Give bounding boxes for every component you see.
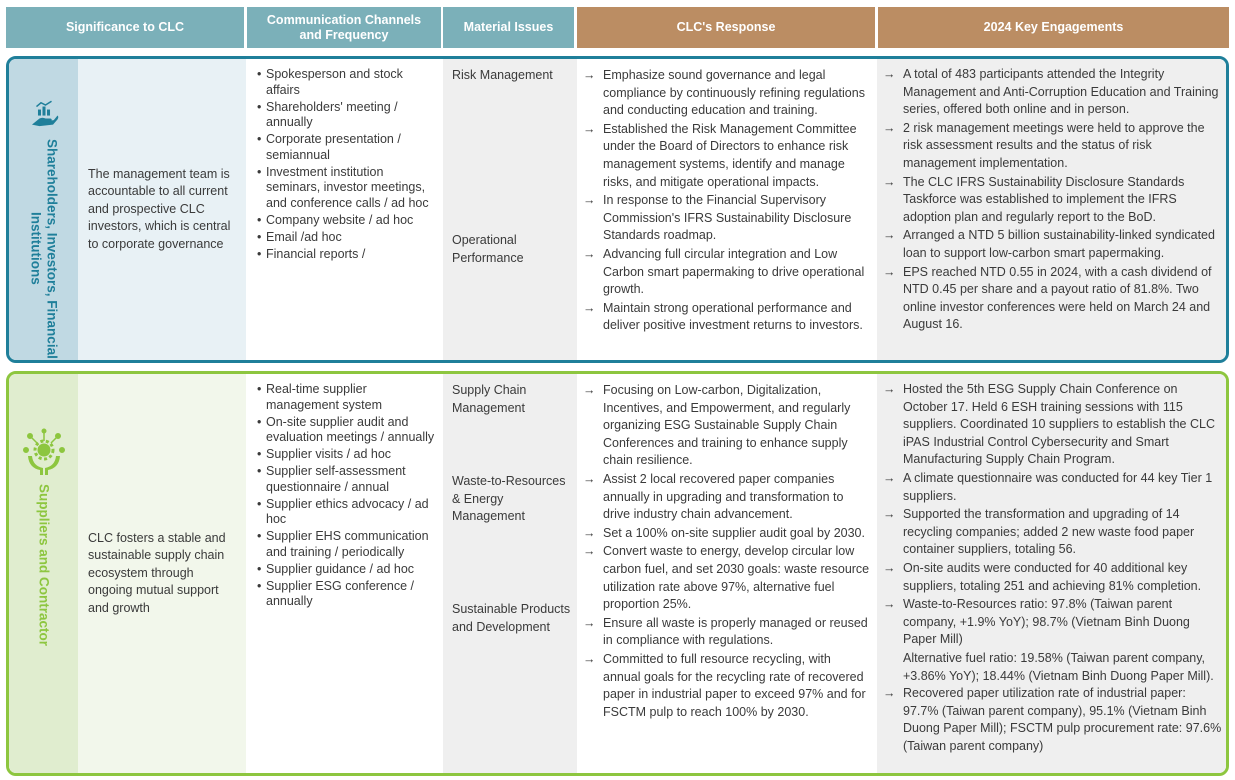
stakeholder-row-suppliers: Suppliers and Contractor CLC fosters a s…	[6, 371, 1229, 776]
arrow-icon: →	[583, 300, 596, 315]
response-item: → Advancing full circular integration and…	[583, 246, 865, 297]
significance-text: The management team is accountable to al…	[78, 59, 246, 360]
arrow-icon: →	[883, 560, 896, 575]
issue-item: Operational Performance	[452, 233, 524, 265]
channel-item: Supplier visits / ad hoc	[257, 447, 437, 463]
material-issues: Supply Chain Management Waste-to-Resourc…	[443, 374, 577, 773]
header-significance: Significance to CLC	[6, 7, 244, 48]
engagement-item: → The CLC IFRS Sustainability Disclosure …	[883, 174, 1185, 224]
arrow-icon: →	[583, 525, 596, 540]
header-issues: Material Issues	[443, 7, 574, 48]
engagement-note: Alternative fuel ratio: 19.58% (Taiwan p…	[903, 650, 1214, 683]
stakeholder-name: Suppliers and Contractor	[36, 484, 52, 647]
engagement-item: → On-site audits were conducted for 40 ad…	[883, 560, 1202, 593]
arrow-icon: →	[583, 383, 596, 397]
header-response: CLC's Response	[577, 7, 875, 48]
arrow-icon: →	[883, 174, 896, 189]
issue-item: Risk Management	[452, 68, 553, 82]
response-item: → Emphasize sound governance and legal co…	[583, 68, 865, 118]
channel-item: On-site supplier audit and evaluation me…	[257, 415, 437, 446]
channel-item: Investment institution seminars, investo…	[257, 165, 437, 212]
stakeholder-band: Shareholders, Investors, Financial Insti…	[9, 59, 78, 360]
material-issues: Risk Management Operational Performance	[443, 59, 577, 360]
stakeholder-row-shareholders: Shareholders, Investors, Financial Insti…	[6, 56, 1229, 363]
channel-item: Corporate presentation / semiannual	[257, 132, 437, 163]
channel-item: Supplier ESG conference / annually	[257, 579, 437, 610]
response-item: → In response to the Financial Supervisor…	[583, 193, 852, 243]
channel-item: Supplier self-assessment questionnaire /…	[257, 464, 437, 495]
channels-list: Real-time supplier management system On-…	[246, 374, 443, 773]
response-list: → Emphasize sound governance and legal co…	[577, 59, 877, 360]
response-item: → Focusing on Low-carbon, Digitalization,…	[583, 383, 851, 468]
response-item: → Maintain strong operational performance…	[583, 300, 863, 333]
channels-list: Spokesperson and stock affairs Sharehold…	[246, 59, 443, 360]
channel-item: Company website / ad hoc	[257, 213, 437, 229]
arrow-icon: →	[883, 67, 896, 81]
channel-item: Supplier EHS communication and training …	[257, 529, 437, 560]
arrow-icon: →	[883, 264, 896, 279]
arrow-icon: →	[883, 382, 896, 396]
engagement-item: → Recovered paper utilization rate of ind…	[883, 686, 1222, 753]
channel-item: Spokesperson and stock affairs	[257, 67, 437, 98]
arrow-icon: →	[883, 686, 896, 701]
arrow-icon: →	[883, 120, 896, 135]
engagements-list: → Hosted the 5th ESG Supply Chain Confere…	[877, 374, 1226, 773]
arrow-icon: →	[583, 193, 596, 208]
channel-item: Real-time supplier management system	[257, 382, 437, 413]
arrow-icon: →	[883, 507, 896, 522]
engagement-item: → Hosted the 5th ESG Supply Chain Confere…	[883, 382, 1215, 467]
channel-item: Shareholders' meeting / annually	[257, 100, 437, 131]
engagement-item: → Supported the transformation and upgrad…	[883, 507, 1195, 557]
arrow-icon: →	[583, 471, 596, 486]
header-engagements: 2024 Key Engagements	[878, 7, 1229, 48]
channel-item: Supplier guidance / ad hoc	[257, 562, 437, 578]
response-item: → Assist 2 local recovered paper companie…	[583, 471, 844, 522]
arrow-icon: →	[883, 597, 896, 612]
response-item: → Convert waste to energy, develop circul…	[583, 544, 870, 612]
hands-gear-network-icon	[22, 428, 65, 475]
stakeholder-name: Shareholders, Investors, Financial Insti…	[28, 138, 60, 359]
arrow-icon: →	[583, 615, 596, 630]
arrow-icon: →	[583, 246, 596, 261]
response-item: → Set a 100% on-site supplier audit goal …	[583, 525, 871, 543]
channel-item: Supplier ethics advocacy / ad hoc	[257, 497, 437, 528]
significance-text: CLC fosters a stable and sustainable sup…	[78, 374, 246, 773]
arrow-icon: →	[583, 121, 596, 136]
channel-item: Email /ad hoc	[257, 230, 437, 246]
hand-chart-icon	[31, 100, 58, 127]
engagement-item: → A total of 483 participants attended th…	[883, 67, 1219, 117]
issue-item: Sustainable Products and Development	[452, 602, 571, 634]
arrow-icon: →	[883, 228, 896, 243]
issue-item: Waste-to-Resources & Energy Management	[452, 474, 566, 524]
stakeholder-band: Suppliers and Contractor	[9, 374, 78, 773]
arrow-icon: →	[583, 544, 596, 559]
arrow-icon: →	[883, 470, 896, 485]
channel-item: Financial reports /	[257, 247, 437, 263]
header-channels: Communication Channels and Frequency	[247, 7, 441, 48]
engagement-item: → Waste-to-Resources ratio: 97.8% (Taiwan…	[883, 597, 1190, 647]
engagements-list: → A total of 483 participants attended th…	[877, 59, 1226, 360]
arrow-icon: →	[583, 651, 596, 666]
response-item: → Established the Risk Management Committ…	[583, 121, 857, 189]
response-item: → Committed to full resource recycling, w…	[583, 651, 866, 719]
engagement-item: → Arranged a NTD 5 billion sustainability…	[883, 228, 1215, 260]
response-list: → Focusing on Low-carbon, Digitalization,…	[577, 374, 877, 773]
engagement-item: → EPS reached NTD 0.55 in 2024, with a ca…	[883, 264, 1212, 332]
engagement-item: → A climate questionnaire was conducted f…	[883, 470, 1213, 503]
arrow-icon: →	[583, 68, 596, 82]
issue-item: Supply Chain Management	[452, 383, 527, 415]
response-item: → Ensure all waste is properly managed or…	[583, 615, 868, 648]
engagement-item: → 2 risk management meetings were held to…	[883, 120, 1205, 170]
